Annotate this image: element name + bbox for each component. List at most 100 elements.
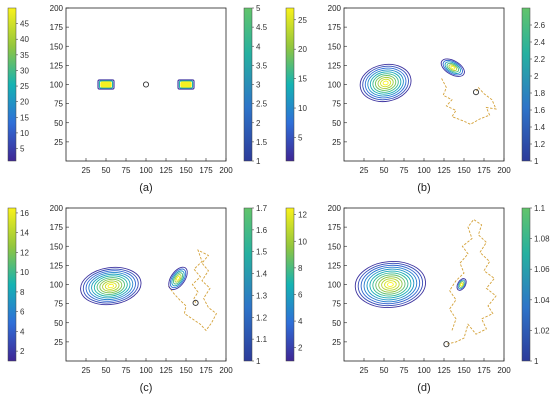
x-tick-label: 125 (437, 166, 451, 175)
contour-level (369, 270, 412, 299)
contour-level (372, 73, 399, 93)
position-marker (192, 299, 199, 306)
right-colorbar-tick-label: 1 (534, 357, 539, 366)
contour-level (363, 266, 418, 303)
right-colorbar (243, 7, 253, 162)
right-colorbar-tick-label: 1.8 (534, 89, 546, 98)
x-tick-label: 125 (159, 366, 173, 375)
left-colorbar-tick-label: 8 (20, 288, 25, 297)
contour-level (374, 75, 397, 91)
x-tick-label: 150 (179, 366, 193, 375)
contour-level (100, 81, 112, 88)
x-tick-label: 200 (497, 166, 511, 175)
x-tick-label: 75 (122, 166, 131, 175)
right-colorbar-tick-label: 2.5 (256, 100, 268, 109)
x-tick-label: 150 (457, 166, 471, 175)
contour-level (98, 80, 114, 89)
contour-level (180, 81, 192, 88)
right-colorbar-tick-label: 1.6 (534, 106, 546, 115)
contour-level (448, 64, 458, 72)
axes-box (65, 207, 227, 362)
y-tick-label: 125 (328, 261, 342, 270)
right-colorbar-tick-label: 2 (534, 72, 539, 81)
panel-4: 2 4 6 8 10 12 1 1.02 1.04 1.06 1.08 1.1 25 50 75 100 125… (285, 204, 550, 394)
left-colorbar-tick-label: 30 (20, 66, 29, 75)
panel-1: 5 10 15 20 25 30 35 40 45 1 1.5 2 2.5 3 3.5 4 4.5 5 25 50 75… (7, 4, 268, 194)
contour-level (88, 272, 134, 301)
x-tick-label: 100 (417, 166, 431, 175)
axes-box (343, 207, 505, 362)
y-tick-label: 200 (50, 204, 64, 213)
y-tick-label: 200 (50, 4, 64, 13)
x-tick-label: 125 (437, 366, 451, 375)
right-colorbar-tick-label: 1.4 (256, 270, 268, 279)
y-tick-label: 75 (54, 100, 63, 109)
contour-level (450, 65, 456, 70)
y-tick-label: 75 (332, 300, 341, 309)
left-colorbar-tick-label: 20 (20, 98, 29, 107)
right-colorbar-tick-label: 1.08 (534, 235, 550, 244)
contour-level (380, 78, 392, 88)
right-colorbar-tick-label: 1.6 (256, 226, 268, 235)
left-colorbar-tick-label: 5 (20, 145, 25, 154)
contour-level (85, 270, 136, 302)
left-colorbar-tick-label: 10 (298, 104, 307, 113)
x-tick-label: 25 (360, 166, 369, 175)
x-tick-label: 200 (219, 166, 233, 175)
right-colorbar-tick-label: 3 (256, 81, 261, 90)
x-tick-label: 200 (219, 366, 233, 375)
left-colorbar-tick-label: 40 (20, 35, 29, 44)
right-colorbar-tick-label: 2 (256, 119, 261, 128)
left-colorbar-tick-label: 5 (298, 133, 303, 142)
position-marker (472, 89, 480, 96)
panel-3: 2 4 6 8 10 12 14 16 1 1.1 1.2 1.3 1.4 1.5 1.6 1.7 25 50 75… (7, 204, 268, 394)
contour-level (96, 277, 125, 295)
y-tick-label: 25 (54, 338, 63, 347)
contour-level (172, 272, 184, 285)
contour-level (366, 268, 415, 301)
contour-level (458, 281, 465, 288)
left-colorbar-tick-label: 2 (20, 347, 25, 356)
left-colorbar-tick-label: 15 (20, 113, 29, 122)
y-tick-label: 175 (50, 223, 64, 232)
contour-level (93, 275, 128, 297)
panel-2: 5 10 15 20 25 1 1.2 1.4 1.6 1.8 2 2.2 2.4 2.6 25 50 75 10… (285, 4, 546, 194)
right-colorbar-tick-label: 1 (256, 157, 261, 166)
right-colorbar-tick-label: 1.1 (256, 335, 268, 344)
contour-level (176, 276, 180, 281)
right-colorbar-tick-label: 1.04 (534, 296, 550, 305)
axes-box (65, 7, 227, 162)
left-colorbar-tick-label: 14 (20, 229, 29, 238)
contour-level (378, 276, 403, 293)
y-tick-label: 125 (328, 61, 342, 70)
x-tick-label: 50 (380, 166, 389, 175)
right-colorbar-tick-label: 1.1 (534, 204, 546, 213)
contour-level (384, 280, 397, 289)
left-colorbar-tick-label: 10 (20, 268, 29, 277)
x-tick-label: 175 (477, 366, 491, 375)
left-colorbar-tick-label: 12 (298, 211, 307, 220)
x-tick-label: 175 (199, 366, 213, 375)
contour-level (457, 279, 466, 290)
contour-level (360, 264, 421, 305)
x-tick-label: 150 (457, 366, 471, 375)
right-colorbar-tick-label: 1 (534, 157, 539, 166)
contour-level (97, 79, 115, 90)
y-tick-label: 150 (328, 42, 342, 51)
x-tick-label: 50 (102, 166, 111, 175)
contour-level (381, 278, 400, 291)
x-tick-label: 100 (417, 366, 431, 375)
contour-level (91, 273, 131, 299)
y-tick-label: 50 (54, 119, 63, 128)
left-colorbar-tick-label: 35 (20, 51, 29, 60)
contour-level (442, 59, 463, 76)
left-colorbar (7, 207, 17, 362)
y-tick-label: 50 (54, 319, 63, 328)
y-tick-label: 100 (50, 81, 64, 90)
y-tick-label: 175 (50, 23, 64, 32)
contour-level (440, 58, 465, 77)
contour-level (459, 282, 464, 287)
y-tick-label: 25 (332, 138, 341, 147)
x-tick-label: 25 (82, 166, 91, 175)
y-tick-label: 100 (50, 281, 64, 290)
